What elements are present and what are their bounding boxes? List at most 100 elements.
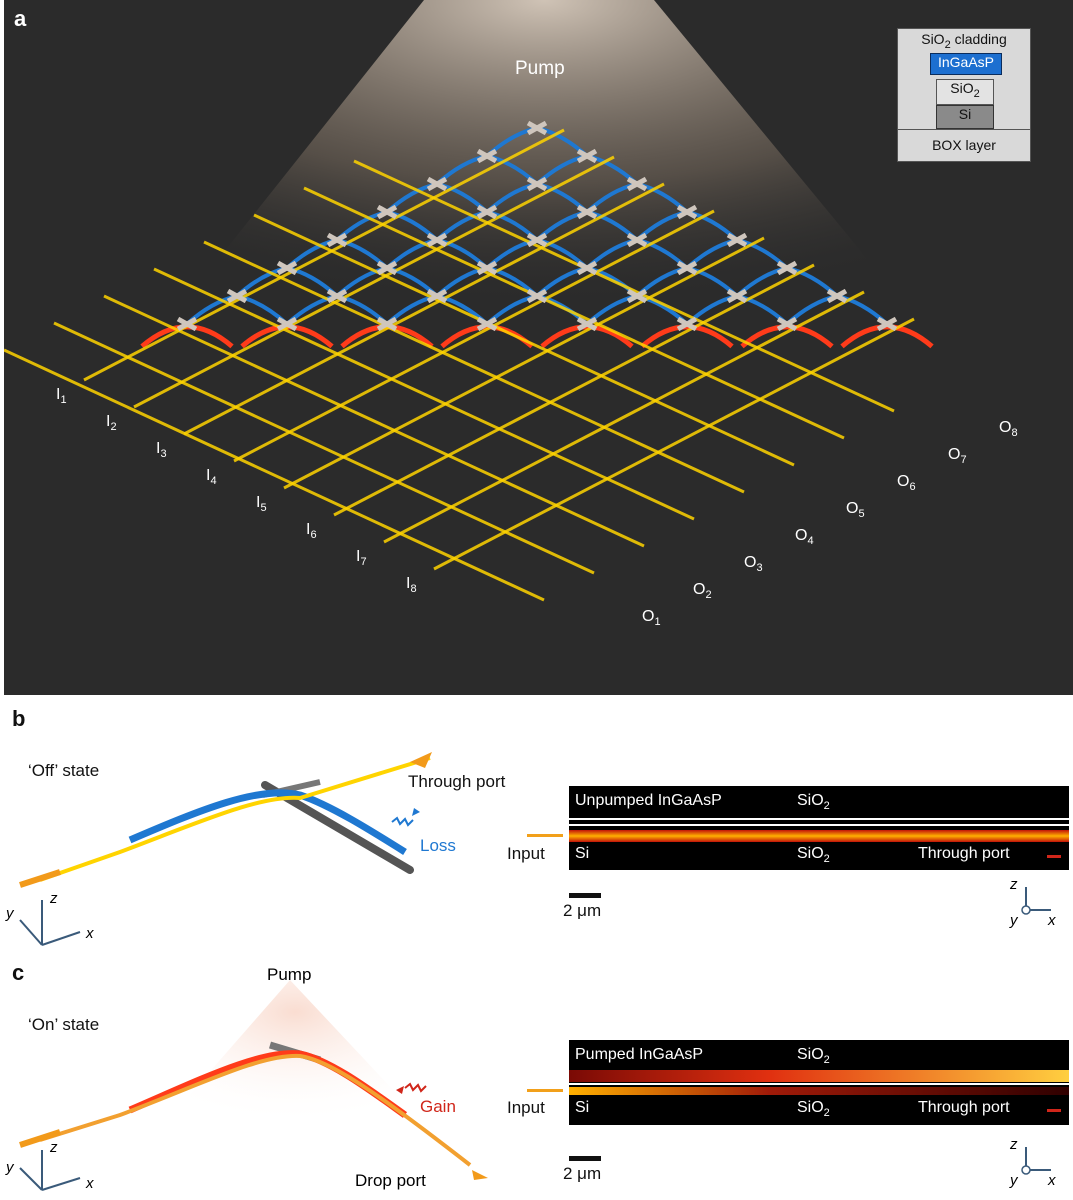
signal-line-output — [353, 159, 895, 413]
svg-text:z: z — [1009, 876, 1018, 893]
crossing-node — [676, 316, 698, 332]
sim-b-si-label: Si — [575, 845, 590, 862]
crossing-node — [876, 316, 898, 332]
sim-b-sio2-top: SiO2 — [797, 792, 830, 812]
output-port-label: O8 — [999, 419, 1018, 439]
scalebar-c — [569, 1156, 601, 1161]
crossing-node — [576, 148, 598, 164]
crossing-node — [676, 204, 698, 220]
crossing-node — [476, 260, 498, 276]
si-mode-field — [569, 830, 1069, 842]
crossing-node — [576, 204, 598, 220]
crossing-node — [626, 288, 648, 304]
gain-wave-icon — [404, 1082, 427, 1093]
output-arrow — [410, 752, 432, 768]
si-layer: Si — [936, 105, 994, 129]
crossing-node — [776, 316, 798, 332]
axes-triad-sim-c: z x y — [1009, 1136, 1056, 1189]
ingaasp-boundary-top — [569, 818, 1069, 820]
box-layer: BOX layer — [898, 129, 1030, 161]
output-port-label: O6 — [897, 473, 916, 493]
svg-text:y: y — [1009, 1172, 1019, 1189]
axis-z-label: z — [49, 890, 58, 907]
crossing-node — [776, 260, 798, 276]
pump-label-c: Pump — [267, 965, 311, 984]
sim-c-input-label: Input — [507, 1098, 545, 1117]
signal-line-input — [383, 290, 865, 544]
unpumped-ingaasp-waveguide — [128, 789, 407, 855]
crossing-node — [526, 288, 548, 304]
input-arrow-b — [527, 834, 563, 837]
mesh-illustration — [4, 0, 934, 602]
crossing-node — [526, 176, 548, 192]
sim-c-top-label: Pumped InGaAsP — [575, 1046, 704, 1063]
material-stack-inset: SiO2 cladding InGaAsP SiO2 Si BOX layer — [897, 28, 1031, 162]
sim-b-sio2-bottom: SiO2 — [797, 845, 830, 865]
crossing-node — [276, 316, 298, 332]
gain-label: Gain — [420, 1097, 456, 1116]
svg-text:y: y — [1009, 912, 1019, 929]
crossing-node — [226, 288, 248, 304]
signal-line-output — [253, 213, 795, 467]
sim-c-sio2-bottom: SiO2 — [797, 1099, 830, 1119]
gain-arc — [740, 324, 834, 349]
panel-a-background — [4, 0, 1073, 695]
axes-triad-c: z x y — [5, 1139, 94, 1192]
input-arrow-c — [19, 1129, 61, 1148]
si-mode-field-c — [569, 1087, 1069, 1095]
input-port-label: I7 — [356, 548, 367, 568]
crossing-node — [326, 232, 348, 248]
crossing-node — [426, 288, 448, 304]
crossing-node — [376, 260, 398, 276]
crossing-node — [276, 260, 298, 276]
scalebar-b — [569, 893, 601, 898]
signal-line-input — [183, 182, 665, 436]
signal-path — [39, 756, 431, 882]
drop-port-label: Drop port — [355, 1171, 426, 1190]
output-port-label: O5 — [846, 500, 865, 520]
crossing-node — [376, 204, 398, 220]
ingaasp-mode-field — [569, 1070, 1069, 1082]
pump-label: Pump — [515, 58, 565, 79]
axes-triad-sim-b: z x y — [1009, 876, 1056, 929]
svg-text:x: x — [1047, 1172, 1056, 1189]
input-arrow-sim-c — [527, 1089, 563, 1092]
crossing-node — [176, 316, 198, 332]
crossing-node — [676, 260, 698, 276]
ingaasp-boundary-bottom — [569, 824, 1069, 826]
scalebar-b-label: 2 μm — [563, 901, 602, 920]
sim-b-input-label: Input — [507, 844, 545, 863]
on-state-coupler: Pump Gain Drop port z x y — [5, 965, 488, 1192]
cladding-label: SiO2 cladding — [898, 31, 1030, 51]
input-port-label: I2 — [106, 413, 117, 433]
axis-y-label: y — [5, 905, 15, 922]
output-port-label: O2 — [693, 581, 712, 601]
signal-line-input — [133, 155, 615, 409]
gain-arc — [640, 324, 734, 349]
input-port-label: I4 — [206, 467, 217, 487]
crossing-node — [626, 232, 648, 248]
crossing-node — [476, 316, 498, 332]
signal-line-input — [83, 128, 565, 382]
input-port-label: I1 — [56, 386, 67, 406]
axes-triad-b: z x y — [5, 890, 94, 946]
input-port-label: I6 — [306, 521, 317, 541]
crossing-node — [476, 204, 498, 220]
output-port-label: O4 — [795, 527, 814, 547]
crossing-node — [626, 176, 648, 192]
axis-x-label: x — [85, 925, 94, 942]
output-port-label: O7 — [948, 446, 967, 466]
loss-label: Loss — [420, 836, 456, 855]
crossing-node — [726, 232, 748, 248]
off-state-simulation — [569, 786, 1069, 870]
input-port-label: I3 — [156, 440, 167, 460]
axis-x-label-c: x — [85, 1175, 94, 1192]
on-state-label: ‘On’ state — [28, 1015, 100, 1034]
sim-b-top-label: Unpumped InGaAsP — [575, 792, 722, 809]
input-port-label: I5 — [256, 494, 267, 514]
crossing-node — [526, 232, 548, 248]
ingaasp-boundary — [569, 1083, 1069, 1085]
sim-b-output-label: Through port — [918, 845, 1010, 862]
panel-label-c: c — [12, 960, 25, 985]
waveguide-mesh — [4, 120, 934, 602]
